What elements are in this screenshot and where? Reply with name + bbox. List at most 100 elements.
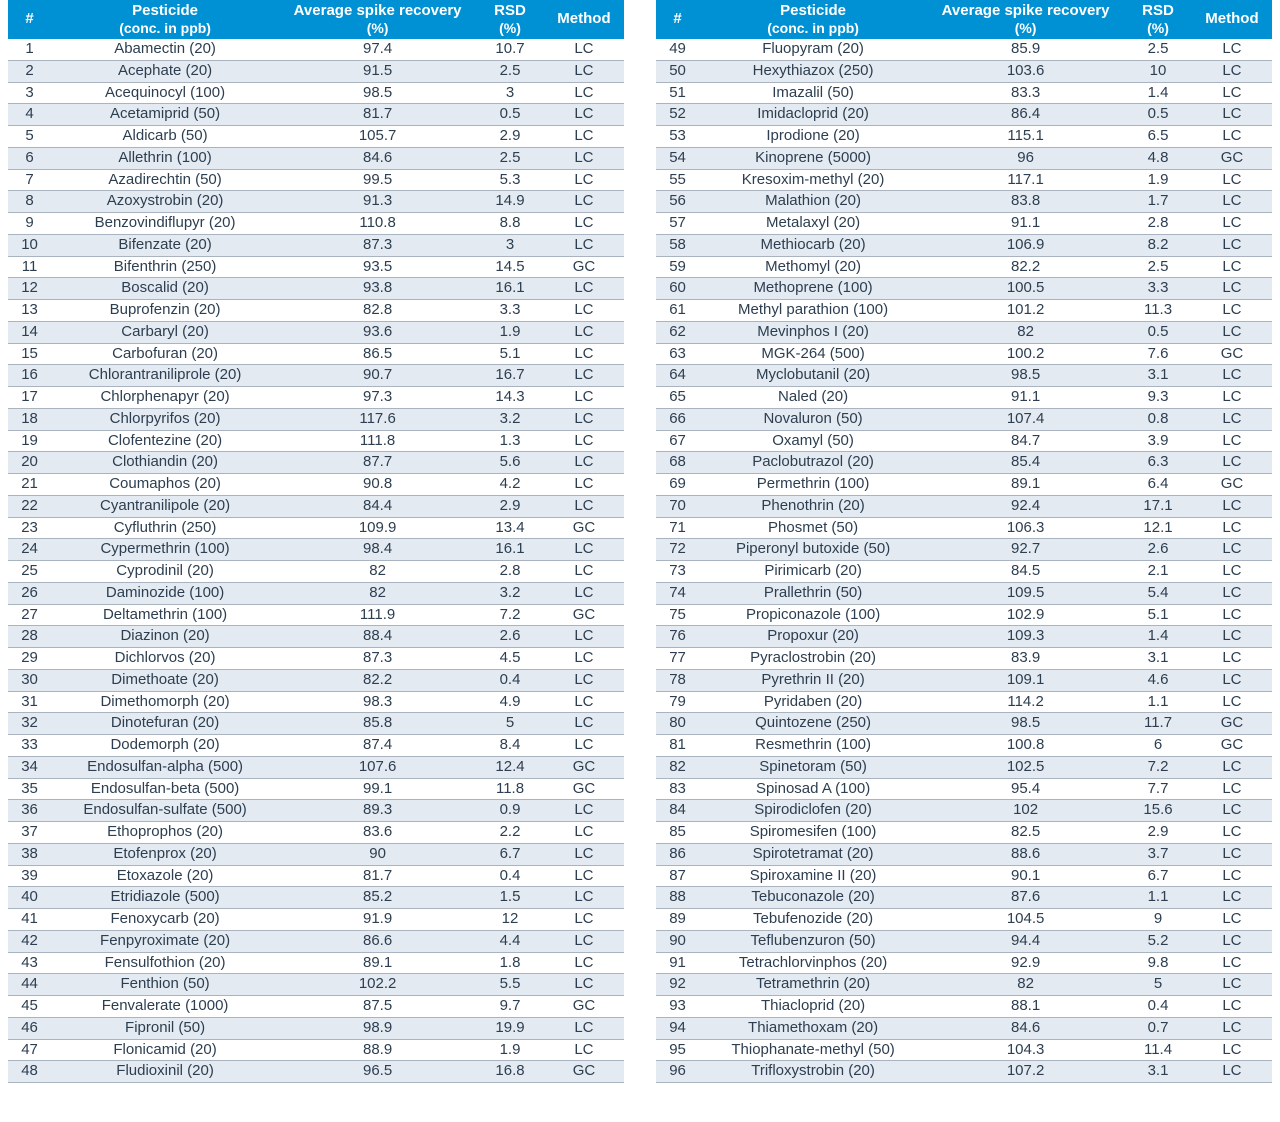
cell-rsd: 0.5 (476, 104, 544, 126)
cell-rsd: 3.1 (1124, 1061, 1192, 1083)
table-row: 22Cyantranilipole (20)84.42.9LC (8, 495, 624, 517)
cell-pesticide: Diazinon (20) (51, 626, 279, 648)
cell-num: 27 (8, 604, 51, 626)
cell-pesticide: Prallethrin (50) (699, 582, 927, 604)
cell-rsd: 8.8 (476, 213, 544, 235)
cell-pesticide: Chlorpyrifos (20) (51, 408, 279, 430)
cell-pesticide: Pyridaben (20) (699, 691, 927, 713)
cell-num: 1 (8, 39, 51, 60)
cell-pesticide: Dimethomorph (20) (51, 691, 279, 713)
cell-recovery: 102.2 (279, 974, 476, 996)
cell-method: LC (1192, 800, 1272, 822)
cell-num: 47 (8, 1039, 51, 1061)
cell-num: 64 (656, 365, 699, 387)
cell-recovery: 82.2 (927, 256, 1124, 278)
cell-num: 36 (8, 800, 51, 822)
cell-rsd: 14.5 (476, 256, 544, 278)
col-header-method: Method (544, 0, 624, 39)
cell-recovery: 83.3 (927, 82, 1124, 104)
cell-num: 62 (656, 321, 699, 343)
table-row: 42Fenpyroximate (20)86.64.4LC (8, 930, 624, 952)
cell-method: LC (544, 169, 624, 191)
cell-pesticide: Tebufenozide (20) (699, 909, 927, 931)
table-row: 53Iprodione (20)115.16.5LC (656, 126, 1272, 148)
cell-rsd: 6.7 (476, 843, 544, 865)
cell-num: 15 (8, 343, 51, 365)
cell-recovery: 86.5 (279, 343, 476, 365)
cell-recovery: 98.5 (927, 365, 1124, 387)
cell-method: GC (544, 778, 624, 800)
cell-rsd: 2.5 (1124, 39, 1192, 60)
cell-pesticide: Fenoxycarb (20) (51, 909, 279, 931)
cell-rsd: 5 (1124, 974, 1192, 996)
cell-method: LC (1192, 582, 1272, 604)
cell-pesticide: Clothiandin (20) (51, 452, 279, 474)
cell-num: 93 (656, 996, 699, 1018)
cell-rsd: 12 (476, 909, 544, 931)
cell-rsd: 11.4 (1124, 1039, 1192, 1061)
cell-pesticide: Dinotefuran (20) (51, 713, 279, 735)
cell-method: LC (544, 539, 624, 561)
cell-recovery: 107.4 (927, 408, 1124, 430)
cell-method: LC (1192, 561, 1272, 583)
cell-rsd: 4.5 (476, 648, 544, 670)
table-row: 10Bifenzate (20)87.33LC (8, 234, 624, 256)
cell-num: 23 (8, 517, 51, 539)
table-row: 23Cyfluthrin (250)109.913.4GC (8, 517, 624, 539)
cell-num: 80 (656, 713, 699, 735)
cell-num: 41 (8, 909, 51, 931)
table-row: 59Methomyl (20)82.22.5LC (656, 256, 1272, 278)
cell-rsd: 1.9 (476, 321, 544, 343)
cell-rsd: 12.4 (476, 756, 544, 778)
cell-rsd: 9.7 (476, 996, 544, 1018)
cell-recovery: 107.6 (279, 756, 476, 778)
cell-recovery: 92.9 (927, 952, 1124, 974)
cell-num: 88 (656, 887, 699, 909)
cell-rsd: 0.7 (1124, 1017, 1192, 1039)
cell-recovery: 97.3 (279, 387, 476, 409)
cell-method: LC (1192, 365, 1272, 387)
cell-pesticide: Spinetoram (50) (699, 756, 927, 778)
cell-num: 3 (8, 82, 51, 104)
cell-recovery: 111.9 (279, 604, 476, 626)
cell-rsd: 14.9 (476, 191, 544, 213)
col-header-rsd: RSD(%) (1124, 0, 1192, 39)
cell-rsd: 11.7 (1124, 713, 1192, 735)
cell-rsd: 3.7 (1124, 843, 1192, 865)
cell-method: LC (544, 452, 624, 474)
table-row: 55Kresoxim-methyl (20)117.11.9LC (656, 169, 1272, 191)
cell-recovery: 85.8 (279, 713, 476, 735)
cell-rsd: 5 (476, 713, 544, 735)
cell-pesticide: Bifenzate (20) (51, 234, 279, 256)
cell-method: LC (1192, 321, 1272, 343)
cell-recovery: 87.7 (279, 452, 476, 474)
cell-pesticide: Fludioxinil (20) (51, 1061, 279, 1083)
cell-rsd: 1.5 (476, 887, 544, 909)
cell-rsd: 6.7 (1124, 865, 1192, 887)
cell-method: LC (544, 626, 624, 648)
cell-pesticide: Etofenprox (20) (51, 843, 279, 865)
cell-rsd: 2.5 (476, 147, 544, 169)
cell-method: LC (544, 60, 624, 82)
cell-method: LC (1192, 517, 1272, 539)
cell-pesticide: Piperonyl butoxide (50) (699, 539, 927, 561)
cell-pesticide: Imazalil (50) (699, 82, 927, 104)
cell-recovery: 84.6 (927, 1017, 1124, 1039)
cell-pesticide: Spiroxamine II (20) (699, 865, 927, 887)
table-row: 39Etoxazole (20)81.70.4LC (8, 865, 624, 887)
cell-recovery: 103.6 (927, 60, 1124, 82)
cell-recovery: 92.7 (927, 539, 1124, 561)
cell-num: 53 (656, 126, 699, 148)
cell-recovery: 98.9 (279, 1017, 476, 1039)
cell-recovery: 91.1 (927, 213, 1124, 235)
cell-rsd: 7.6 (1124, 343, 1192, 365)
cell-recovery: 109.1 (927, 669, 1124, 691)
table-row: 27Deltamethrin (100)111.97.2GC (8, 604, 624, 626)
cell-method: GC (544, 1061, 624, 1083)
cell-method: LC (1192, 1061, 1272, 1083)
cell-method: LC (1192, 952, 1272, 974)
cell-rsd: 1.4 (1124, 82, 1192, 104)
cell-method: LC (1192, 430, 1272, 452)
cell-method: LC (1192, 495, 1272, 517)
cell-rsd: 10.7 (476, 39, 544, 60)
